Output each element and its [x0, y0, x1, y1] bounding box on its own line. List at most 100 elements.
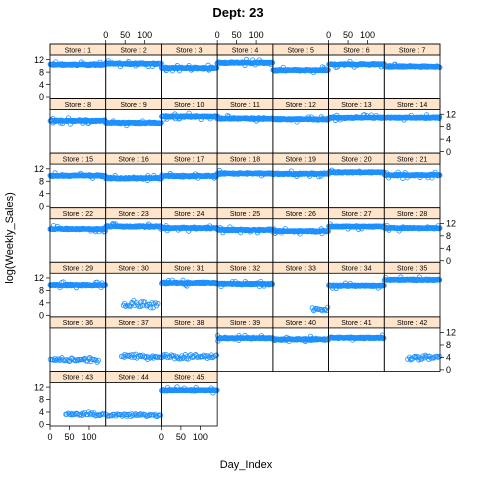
panel-store-28: Store : 28	[381, 207, 443, 263]
data-point	[168, 352, 174, 358]
y-tick-label: 8	[446, 122, 451, 132]
panel-store-11: Store : 11	[214, 98, 276, 154]
y-tick-label: 12	[34, 55, 44, 65]
data-point	[95, 357, 101, 364]
panel-store-17: Store : 17	[158, 152, 220, 209]
panel-store-43: Store : 43	[49, 371, 107, 427]
strip-label: Store : 3	[176, 47, 203, 54]
data-point	[325, 67, 331, 73]
x-tick-label: 100	[249, 30, 264, 40]
data-point	[54, 357, 60, 363]
data-point	[148, 305, 154, 311]
chart-title: Dept: 23	[212, 5, 263, 20]
data-point	[145, 356, 151, 362]
strip-label: Store : 18	[230, 156, 260, 163]
y-tick-label: 0	[39, 311, 44, 321]
strip-label: Store : 33	[286, 266, 316, 273]
y-tick-label: 12	[446, 328, 456, 338]
data-point	[139, 302, 145, 308]
panel-frame	[161, 371, 218, 427]
strip-label: Store : 1	[65, 47, 92, 54]
data-point	[419, 356, 425, 362]
y-tick-label: 8	[446, 340, 451, 350]
y-tick-label: 12	[34, 382, 44, 392]
y-tick-label: 12	[34, 164, 44, 174]
panel-store-16: Store : 16	[103, 152, 164, 209]
data-point	[157, 412, 164, 418]
panel-store-27: Store : 27	[326, 207, 387, 263]
data-point	[436, 114, 443, 120]
y-tick-label: 4	[39, 407, 44, 417]
data-point	[325, 304, 331, 310]
y-tick-label: 0	[39, 201, 44, 211]
data-point	[318, 307, 325, 313]
panel-store-12: Store : 12	[270, 98, 331, 154]
strip-label: Store : 16	[118, 156, 148, 163]
panel-store-31: Store : 31	[159, 261, 220, 318]
y-tick-label: 8	[39, 176, 44, 186]
panel-store-25: Store : 25	[214, 207, 276, 263]
data-point	[199, 113, 205, 119]
panel-store-7: Store : 7	[382, 43, 443, 99]
panel-store-8: Store : 8	[47, 98, 108, 154]
strip-label: Store : 31	[174, 266, 204, 273]
strip-label: Store : 5	[287, 47, 314, 54]
panel-store-1: Store : 1	[47, 43, 108, 99]
strip-label: Store : 32	[230, 266, 260, 273]
panel-store-38: Store : 38	[159, 316, 219, 372]
panel-store-39: Store : 39	[214, 316, 276, 372]
data-point	[47, 356, 54, 363]
data-point	[381, 335, 387, 341]
strip-label: Store : 7	[399, 47, 426, 54]
y-tick-label: 8	[39, 286, 44, 296]
x-tick-label: 50	[176, 432, 186, 442]
x-tick-label: 100	[193, 432, 208, 442]
data-point	[155, 354, 161, 360]
strip-label: Store : 38	[174, 320, 204, 327]
y-axis-title: log(Weekly_Sales)	[4, 192, 16, 284]
data-point	[122, 351, 128, 358]
x-tick-label: 0	[326, 30, 331, 40]
strip-label: Store : 23	[118, 211, 148, 218]
data-point	[185, 356, 191, 362]
x-tick-label: 0	[159, 432, 164, 442]
panel-store-29: Store : 29	[47, 261, 109, 318]
strip-label: Store : 24	[174, 211, 204, 218]
data-point	[118, 412, 124, 418]
strip-label: Store : 9	[120, 102, 147, 109]
strip-label: Store : 8	[65, 102, 92, 109]
panel-store-2: Store : 2	[103, 43, 164, 99]
strip-label: Store : 34	[341, 266, 371, 273]
panel-store-42: Store : 42	[383, 316, 443, 372]
panel-store-19: Store : 19	[270, 152, 332, 209]
y-tick-label: 12	[34, 273, 44, 283]
panel-store-36: Store : 36	[47, 316, 107, 372]
strip-label: Store : 43	[63, 375, 93, 382]
data-point	[152, 300, 159, 306]
panel-store-4: Store : 4	[214, 43, 276, 99]
strip-label: Store : 29	[63, 266, 93, 273]
x-tick-label: 50	[232, 30, 242, 40]
panel-store-5: Store : 5	[270, 43, 331, 99]
y-tick-label: 0	[446, 256, 451, 266]
strip-label: Store : 39	[230, 320, 260, 327]
y-tick-label: 8	[39, 67, 44, 77]
y-tick-label: 4	[446, 134, 451, 144]
strip-label: Store : 28	[397, 211, 427, 218]
strip-label: Store : 17	[174, 156, 204, 163]
strip-label: Store : 35	[397, 266, 427, 273]
strip-label: Store : 36	[63, 320, 93, 327]
panel-store-34: Store : 34	[326, 261, 387, 318]
data-point	[163, 352, 169, 358]
y-tick-label: 4	[39, 80, 44, 90]
panel-store-33: Store : 33	[272, 261, 331, 318]
panel-store-24: Store : 24	[159, 207, 220, 263]
y-tick-label: 8	[39, 395, 44, 405]
panel-store-26: Store : 26	[270, 207, 331, 263]
strip-label: Store : 40	[286, 320, 316, 327]
strip-label: Store : 21	[397, 156, 427, 163]
strip-label: Store : 25	[230, 211, 260, 218]
panel-store-6: Store : 6	[326, 43, 387, 99]
panel-store-13: Store : 13	[326, 98, 387, 154]
